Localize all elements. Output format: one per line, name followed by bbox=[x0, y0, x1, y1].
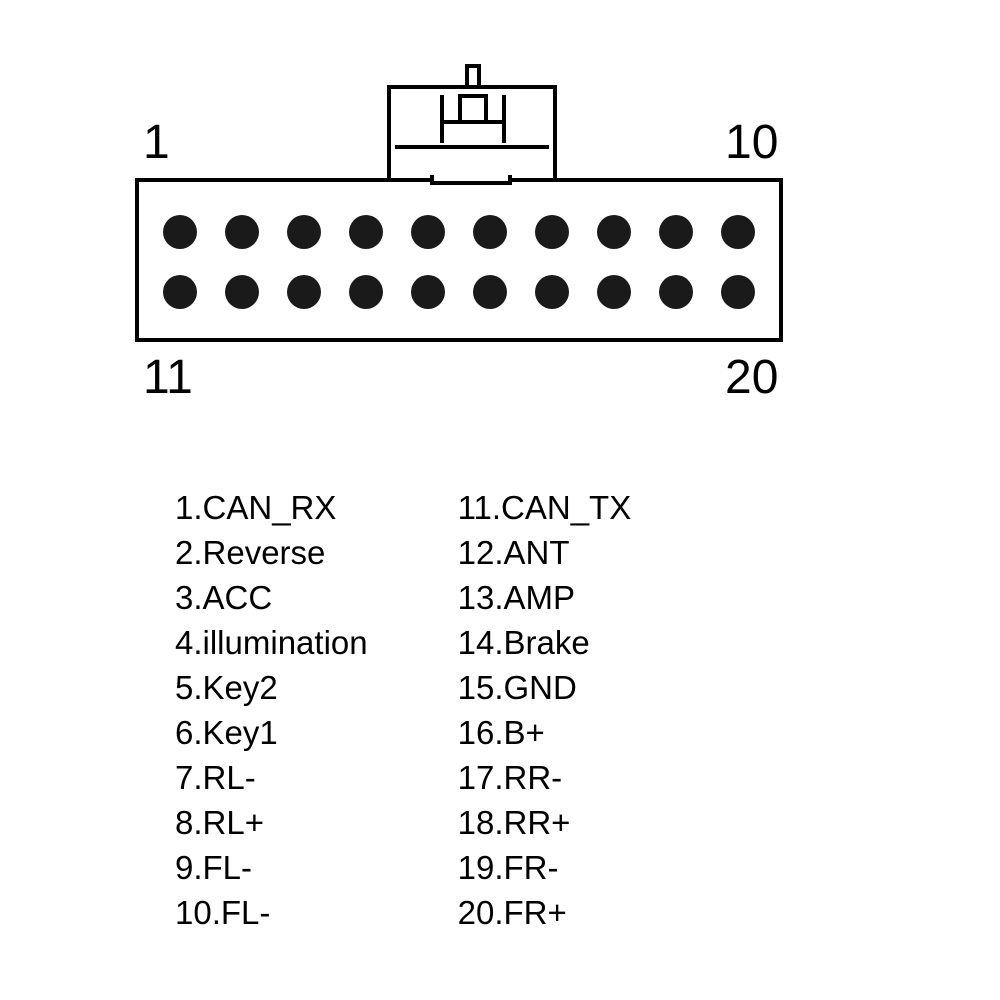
pinout-item: 19.FR- bbox=[458, 845, 632, 890]
pin bbox=[349, 215, 383, 249]
pin bbox=[163, 215, 197, 249]
connector-tab-line bbox=[440, 95, 444, 143]
pin bbox=[411, 215, 445, 249]
pin bbox=[597, 215, 631, 249]
pin bbox=[225, 215, 259, 249]
connector-tab-line bbox=[440, 120, 506, 124]
pin bbox=[721, 275, 755, 309]
pinout-column-right: 11.CAN_TX 12.ANT 13.AMP 14.Brake 15.GND … bbox=[458, 485, 632, 935]
pin bbox=[473, 215, 507, 249]
corner-label-top-left: 1 bbox=[143, 115, 170, 170]
pinout-list: 1.CAN_RX 2.Reverse 3.ACC 4.illumination … bbox=[175, 485, 631, 935]
diagram-canvas: 1 10 11 20 1.CAN_RX 2.Reverse 3.ACC 4.il… bbox=[0, 0, 1000, 1000]
pinout-item: 13.AMP bbox=[458, 575, 632, 620]
pinout-item: 2.Reverse bbox=[175, 530, 368, 575]
connector-notch bbox=[430, 175, 512, 185]
pin-row-bottom bbox=[163, 275, 755, 309]
pinout-item: 10.FL- bbox=[175, 890, 368, 935]
pin bbox=[535, 275, 569, 309]
pin bbox=[659, 275, 693, 309]
pin-row-top bbox=[163, 215, 755, 249]
pin bbox=[163, 275, 197, 309]
pinout-item: 8.RL+ bbox=[175, 800, 368, 845]
pinout-item: 5.Key2 bbox=[175, 665, 368, 710]
pinout-item: 1.CAN_RX bbox=[175, 485, 368, 530]
pinout-item: 11.CAN_TX bbox=[458, 485, 632, 530]
pin bbox=[225, 275, 259, 309]
pinout-item: 7.RL- bbox=[175, 755, 368, 800]
pinout-item: 18.RR+ bbox=[458, 800, 632, 845]
connector-tab-line bbox=[395, 145, 549, 149]
pin bbox=[597, 275, 631, 309]
pin bbox=[349, 275, 383, 309]
pin bbox=[411, 275, 445, 309]
pinout-item: 17.RR- bbox=[458, 755, 632, 800]
pinout-item: 14.Brake bbox=[458, 620, 632, 665]
pin bbox=[473, 275, 507, 309]
pinout-item: 4.illumination bbox=[175, 620, 368, 665]
pinout-item: 6.Key1 bbox=[175, 710, 368, 755]
pinout-column-left: 1.CAN_RX 2.Reverse 3.ACC 4.illumination … bbox=[175, 485, 368, 935]
connector-tab-line bbox=[502, 95, 506, 143]
pin bbox=[721, 215, 755, 249]
pinout-item: 20.FR+ bbox=[458, 890, 632, 935]
pin bbox=[287, 275, 321, 309]
corner-label-bottom-right: 20 bbox=[725, 350, 778, 405]
corner-label-bottom-left: 11 bbox=[143, 350, 193, 405]
pinout-item: 9.FL- bbox=[175, 845, 368, 890]
connector-body bbox=[135, 178, 783, 342]
pinout-item: 15.GND bbox=[458, 665, 632, 710]
pin bbox=[287, 215, 321, 249]
corner-label-top-right: 10 bbox=[725, 115, 778, 170]
pinout-item: 12.ANT bbox=[458, 530, 632, 575]
pin bbox=[659, 215, 693, 249]
pinout-item: 3.ACC bbox=[175, 575, 368, 620]
pin bbox=[535, 215, 569, 249]
pinout-item: 16.B+ bbox=[458, 710, 632, 755]
